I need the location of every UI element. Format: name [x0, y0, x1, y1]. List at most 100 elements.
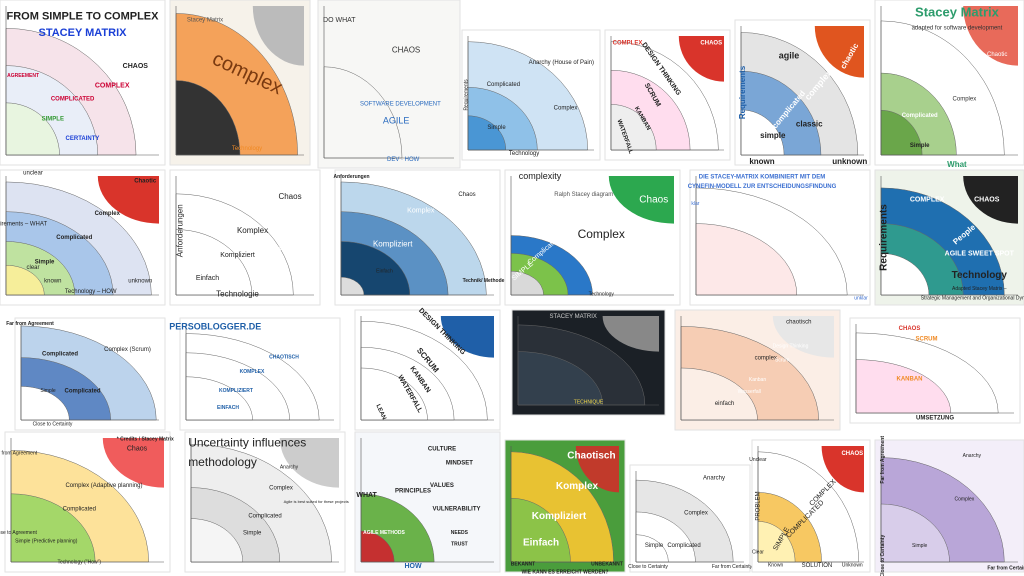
thumbnail: Chaos Komplex Kompliziert Einfach Anforderun…: [169, 169, 321, 306]
thumbnail-label: Unknown: [842, 563, 863, 569]
thumbnail-label: Technik/ Methode: [463, 278, 505, 284]
chaos-zone: [252, 6, 304, 66]
thumbnail-label: PERSOBLOGGER.DE: [169, 321, 261, 331]
thumbnail-label: Agile Methoden: [260, 246, 305, 252]
thumbnail-label: SOLUTION: [802, 563, 833, 569]
thumbnail-label: Clear: [752, 550, 764, 556]
thumbnail-label: Kompliziert: [373, 239, 413, 248]
thumbnail-label: Chaos: [458, 192, 475, 198]
chaos-zone: [102, 438, 164, 488]
thumbnail-label: Design Thinking: [773, 343, 809, 349]
thumbnail-label: Einfach: [523, 538, 559, 549]
thumbnail: complexity Ralph Stacey diagram Chaos Compl…: [504, 169, 681, 306]
zone: [5, 102, 60, 156]
thumbnail-label: CHAOS: [974, 197, 1000, 204]
thumbnail-label: Far from Agreement: [0, 450, 38, 456]
zone: [467, 115, 507, 151]
thumbnail-label: Anarchy (House of Pain): [529, 60, 594, 66]
chaos-zone: [963, 6, 1018, 66]
thumbnail-label: Komplex: [237, 226, 268, 235]
chaos-zone: [440, 316, 494, 358]
thumbnail-label: UNBEKANNT: [591, 561, 623, 567]
thumbnail-label: Complex: [578, 227, 625, 241]
zone: [880, 110, 923, 156]
zone: [740, 109, 785, 156]
thumbnail-label: HOW: [404, 563, 422, 570]
thumbnail-label: SIMPLE: [42, 116, 64, 122]
thumbnail: CHAOSCOMPLEXCOMPLICATEDSIMPLEPROBLEMSOLU…: [749, 439, 871, 573]
thumbnail-label: known: [749, 157, 774, 166]
thumbnail-label: Complex: [554, 106, 578, 112]
thumbnail-label: WHAT: [356, 492, 377, 499]
chaos-zone: [772, 316, 834, 358]
chaos-zone: [97, 176, 159, 224]
thumbnail-label: COMPLICATED: [51, 97, 95, 103]
thumbnail-label: Far from Certainty: [987, 565, 1024, 571]
thumbnail-label: Simple (Predictive planning): [15, 539, 78, 545]
zone: [610, 104, 657, 151]
thumbnail: PERSOBLOGGER.DE CHAOTISCH KOMPLEX KOMPLIZIE…: [169, 317, 341, 431]
thumbnail-label: MINDSET: [446, 460, 473, 466]
thumbnail-label: Close to Certainty: [880, 535, 886, 576]
thumbnail-label: Requirements: [879, 204, 890, 271]
zone: [340, 276, 365, 296]
thumbnail-label: DIE STACEY-MATRIX KOMBINIERT MIT DEM: [699, 174, 825, 180]
thumbnail-label: CHAOTISCH: [269, 355, 299, 361]
thumbnail: Anforderungen Komplex Kompliziert Chaos Einf…: [333, 169, 505, 306]
thumbnail-label: Technology: [509, 151, 539, 157]
thumbnail-label: CHAOS: [123, 63, 149, 70]
chaos-zone: [602, 316, 659, 352]
thumbnail-label: Agile is best suited for these projects: [284, 499, 349, 504]
thumbnail-label: Close to Certainty: [33, 422, 73, 428]
thumbnail-label: VALUES: [430, 483, 454, 489]
zone: [175, 229, 253, 296]
thumbnail-label: Anforderungen: [176, 204, 185, 257]
thumbnail-label: Complicated: [487, 82, 520, 88]
thumbnail-label: unclear: [23, 170, 43, 176]
thumbnail-label: Far from Agreement: [880, 436, 886, 484]
thumbnail-label: KANBAN: [897, 376, 923, 382]
thumbnail-label: Complex: [269, 486, 293, 492]
thumbnail-label: unknown: [832, 157, 867, 166]
thumbnail-label: CHAOS: [899, 326, 921, 332]
thumbnail-label: Close to Certainty: [628, 564, 668, 570]
thumbnail-label: Stacey Matrix: [187, 17, 223, 23]
zone: [757, 521, 796, 563]
zone: [190, 518, 244, 563]
chaos-zone: [678, 36, 724, 82]
thumbnail: Uncertainty influences methodology Anarchy…: [184, 431, 349, 573]
thumbnail-label: Strategic Management and Organizational …: [921, 296, 1024, 302]
thumbnail-label: STACEY MATRIX: [38, 27, 127, 39]
thumbnail-label: Close to Agreement: [0, 530, 37, 536]
thumbnail-label: Complicated: [667, 543, 700, 549]
thumbnail-label: agile: [779, 51, 800, 61]
thumbnail-label: DO WHAT: [323, 17, 356, 24]
thumbnail-label: unklar: [854, 296, 868, 302]
thumbnail-label: einfach: [715, 401, 734, 407]
thumbnail-label: Ralph Stacey diagram: [554, 192, 613, 198]
thumbnail-label: Chaotisch: [567, 450, 615, 461]
thumbnail-label: Kompliziert: [532, 511, 587, 522]
thumbnail-label: CERTAINTY: [66, 136, 100, 142]
thumbnail-label: Complicated: [42, 351, 78, 357]
thumbnail: DO WHAT CHAOS SOFTWARE DEVELOPMENT AGILE DEV…: [317, 0, 461, 169]
thumbnail-label: * Credits / Stacey Matrix: [117, 436, 174, 442]
zone: [517, 351, 603, 406]
zone: [10, 493, 96, 563]
thumbnail-label: adapted for software development: [912, 26, 1003, 32]
thumbnail-label: Complicated: [902, 113, 938, 119]
thumbnail: FROM SIMPLE TO COMPLEX STACEY MATRIX CHAOS…: [0, 0, 166, 166]
thumbnail: chaotisch complex Design Thinking Scrum Kanb…: [674, 309, 841, 431]
thumbnail-label: methodology: [188, 455, 257, 469]
thumbnail-label: Anarchy: [963, 453, 982, 459]
thumbnail-label: Komplex: [407, 207, 435, 214]
thumbnail: Chaotisch Komplex Kompliziert Einfach BEKANN…: [504, 439, 626, 575]
chaos-zone: [575, 446, 619, 493]
thumbnail: * Credits / Stacey Matrix Far from Agreem…: [0, 431, 174, 573]
thumbnail-label: CHAOS: [841, 451, 863, 457]
thumbnail-label: NEEDS: [451, 530, 469, 536]
thumbnail-label: AGILE: [383, 115, 410, 125]
thumbnail-label: Known: [768, 563, 784, 569]
